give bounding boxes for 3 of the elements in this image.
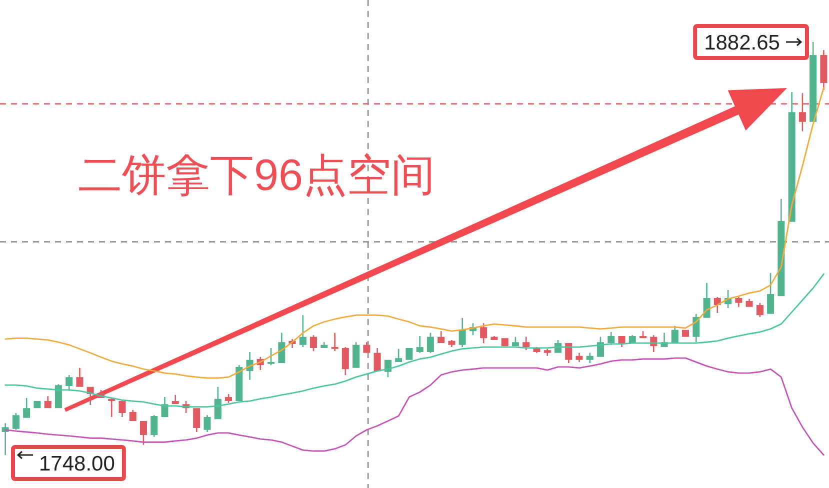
annotation: 1882.65	[704, 32, 780, 55]
annotation: 1748.00	[39, 452, 115, 476]
annotation: 二饼拿下96点空间	[78, 151, 435, 200]
